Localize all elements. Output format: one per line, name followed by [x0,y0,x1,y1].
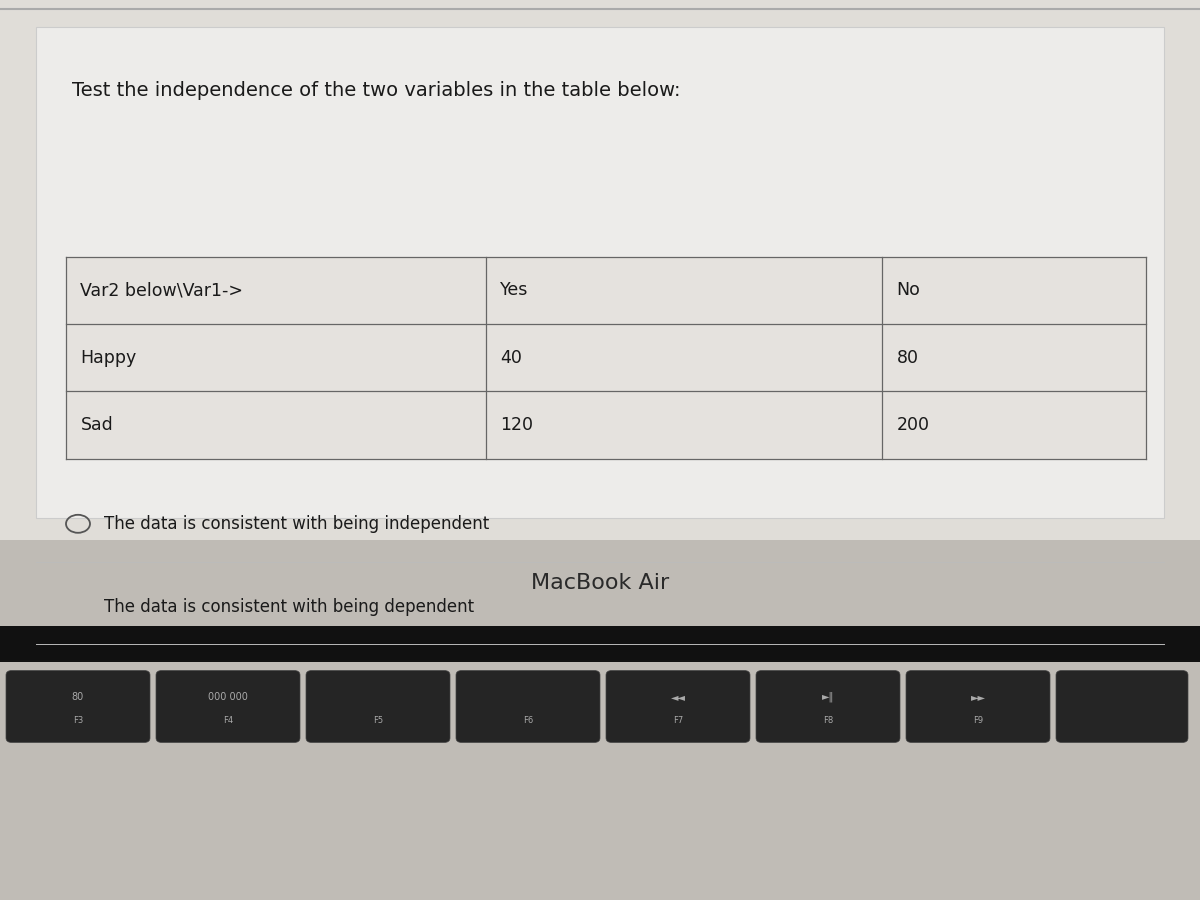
Text: 000 000: 000 000 [208,692,248,702]
Text: ◄◄: ◄◄ [671,692,685,702]
Text: Test the independence of the two variables in the table below:: Test the independence of the two variabl… [72,81,680,100]
FancyBboxPatch shape [306,670,450,742]
FancyBboxPatch shape [0,626,1200,662]
Text: 80: 80 [72,692,84,702]
FancyBboxPatch shape [756,670,900,742]
Text: Sad: Sad [80,416,113,435]
Text: The data is consistent with being independent: The data is consistent with being indepe… [104,515,490,533]
Text: F7: F7 [673,716,683,724]
FancyBboxPatch shape [66,256,1146,459]
FancyBboxPatch shape [36,27,1164,518]
Text: ►‖: ►‖ [822,692,834,702]
FancyBboxPatch shape [456,670,600,742]
Text: F9: F9 [973,716,983,724]
Text: No: No [896,281,920,299]
FancyBboxPatch shape [606,670,750,742]
Text: 40: 40 [500,348,522,367]
Text: Yes: Yes [500,281,529,299]
FancyBboxPatch shape [156,670,300,742]
Text: ►►: ►► [971,692,985,702]
Text: The data is consistent with being dependent: The data is consistent with being depend… [104,598,474,616]
FancyBboxPatch shape [0,662,1200,900]
FancyBboxPatch shape [6,670,150,742]
Text: 80: 80 [896,348,918,367]
Text: MacBook Air: MacBook Air [530,572,670,593]
Text: 200: 200 [896,416,930,435]
FancyBboxPatch shape [1056,670,1188,742]
FancyBboxPatch shape [0,0,1200,540]
Text: Var2 below\Var1->: Var2 below\Var1-> [80,281,244,299]
Text: 120: 120 [500,416,533,435]
FancyBboxPatch shape [906,670,1050,742]
Text: F4: F4 [223,716,233,724]
Text: F3: F3 [73,716,83,724]
Text: F5: F5 [373,716,383,724]
FancyBboxPatch shape [0,540,1200,626]
Text: F6: F6 [523,716,533,724]
Text: Happy: Happy [80,348,137,367]
Text: F8: F8 [823,716,833,724]
